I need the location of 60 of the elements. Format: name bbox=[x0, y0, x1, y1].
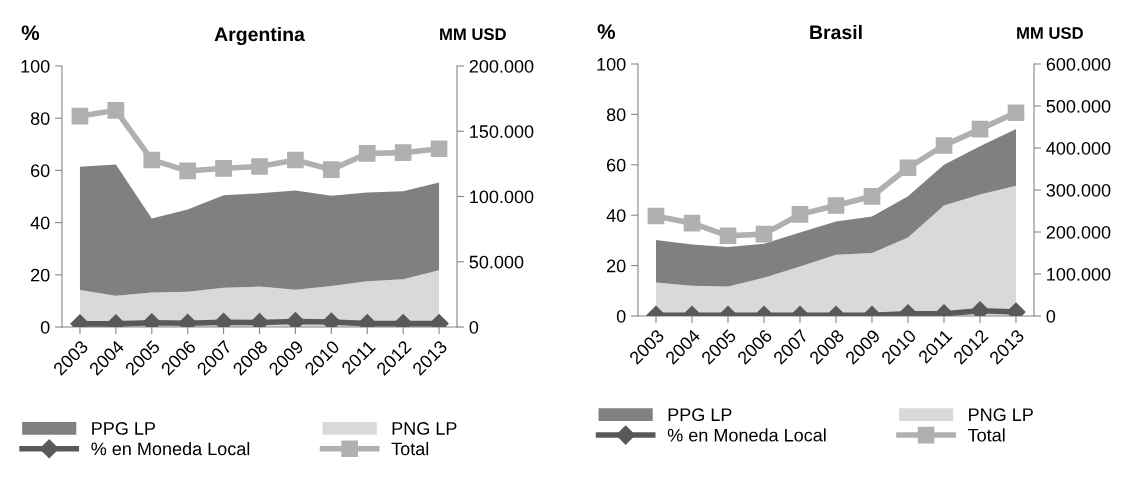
point bbox=[430, 140, 448, 158]
y2-tick-label: 150.000 bbox=[470, 125, 534, 138]
y-tick-label: 80 bbox=[30, 112, 50, 125]
y2-tick-label: 500.000 bbox=[1046, 99, 1111, 113]
y2-tick-label: 50.000 bbox=[469, 255, 524, 269]
legend-label: Total bbox=[391, 441, 429, 456]
point bbox=[647, 207, 665, 225]
point bbox=[1007, 104, 1025, 122]
y2-tick-label: 100.000 bbox=[470, 190, 534, 204]
point bbox=[287, 151, 304, 169]
point bbox=[755, 225, 773, 243]
y-tick-label: 0 bbox=[40, 320, 50, 334]
y-tick-label: 100 bbox=[597, 57, 626, 71]
y2-tick-label: 0 bbox=[1046, 309, 1056, 323]
legend-label: PNG LP bbox=[969, 408, 1033, 422]
y-tick-label: 20 bbox=[607, 259, 626, 273]
point bbox=[394, 144, 412, 161]
y-tick-label: 0 bbox=[616, 309, 626, 323]
legend-label: PPG LP bbox=[92, 422, 156, 435]
y2-axis-title: MM USD bbox=[1017, 27, 1083, 39]
point bbox=[935, 137, 953, 154]
point bbox=[107, 102, 125, 119]
legend-label: % en Moneda Local bbox=[667, 428, 826, 442]
point bbox=[215, 159, 232, 177]
legend-label: Total bbox=[968, 428, 1005, 442]
legend-label: PPG LP bbox=[668, 408, 732, 422]
point bbox=[827, 197, 845, 214]
y-axis-title: % bbox=[21, 25, 40, 41]
point bbox=[358, 145, 376, 162]
legend-label: % en Moneda Local bbox=[91, 441, 250, 456]
y-axis-title: % bbox=[597, 24, 616, 39]
point bbox=[863, 187, 881, 205]
legend-label: PNG LP bbox=[392, 422, 457, 435]
point bbox=[791, 206, 809, 223]
y-tick-label: 100 bbox=[21, 59, 50, 73]
y2-tick-label: 200.000 bbox=[469, 59, 534, 73]
y2-tick-label: 400.000 bbox=[1046, 141, 1111, 155]
y-tick-label: 40 bbox=[606, 209, 626, 222]
y2-tick-label: 200.000 bbox=[1046, 225, 1111, 239]
y2-axis-title: MM USD bbox=[440, 28, 506, 41]
y-tick-label: 60 bbox=[607, 158, 626, 172]
y-tick-label: 60 bbox=[31, 164, 50, 178]
point bbox=[143, 151, 161, 169]
y2-tick-label: 100.000 bbox=[1047, 267, 1111, 281]
y-tick-label: 80 bbox=[606, 108, 626, 122]
y2-tick-label: 600.000 bbox=[1046, 57, 1111, 71]
point bbox=[899, 159, 917, 177]
point bbox=[719, 227, 737, 245]
point bbox=[71, 107, 89, 125]
chart-title: Argentina bbox=[214, 26, 305, 46]
point bbox=[179, 162, 197, 180]
chart-title: Brasil bbox=[810, 24, 862, 40]
point bbox=[683, 214, 701, 232]
y2-tick-label: 300.000 bbox=[1046, 183, 1111, 197]
point bbox=[251, 158, 268, 175]
y-tick-label: 40 bbox=[30, 216, 50, 230]
point bbox=[971, 120, 989, 138]
y-tick-label: 20 bbox=[31, 268, 50, 282]
y2-tick-label: 0 bbox=[469, 320, 479, 334]
point bbox=[322, 161, 340, 178]
